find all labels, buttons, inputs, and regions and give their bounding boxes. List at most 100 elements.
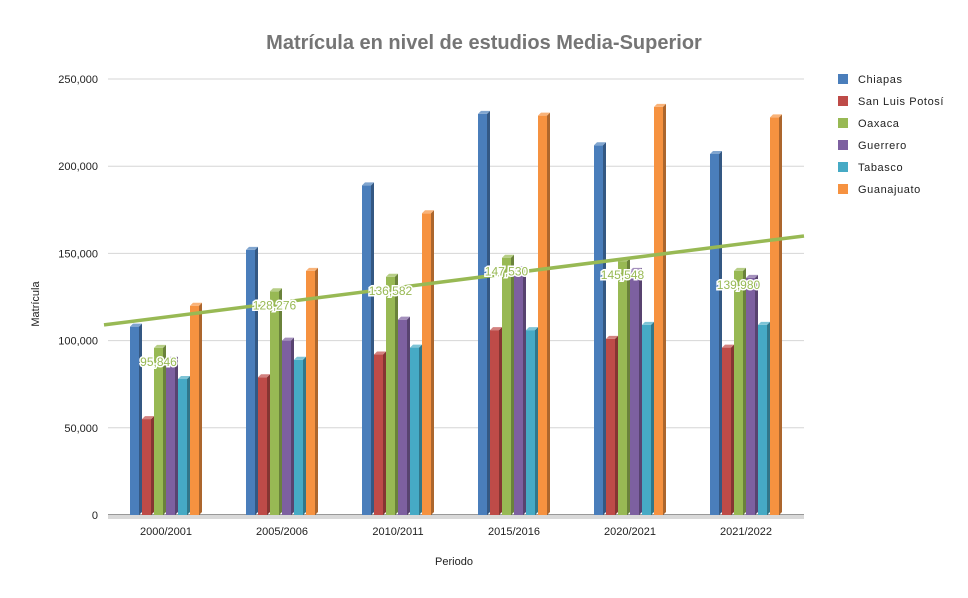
bar <box>710 153 719 515</box>
bar-top <box>642 321 654 325</box>
bar <box>258 377 267 515</box>
bar-top <box>166 356 178 360</box>
bar-side <box>743 267 746 515</box>
legend-swatch <box>838 162 848 172</box>
bar-top <box>142 416 154 420</box>
legend-label: Guanajuato <box>858 184 921 196</box>
bar-side <box>151 416 154 515</box>
legend-swatch <box>838 74 848 84</box>
y-tick-label: 200,000 <box>58 161 98 173</box>
bar <box>294 359 303 515</box>
legend-label: Guerrero <box>858 140 907 152</box>
bar <box>594 145 603 515</box>
bar <box>526 330 535 515</box>
axis-floor <box>108 515 804 519</box>
bar <box>654 106 663 516</box>
bar-side <box>547 112 550 516</box>
bar-top <box>514 266 526 270</box>
bar-top <box>386 273 398 277</box>
bar-side <box>431 210 434 515</box>
bar-top <box>294 356 306 360</box>
bar-top <box>746 274 758 278</box>
bar-side <box>511 254 514 515</box>
data-label: 139,980 <box>717 278 761 292</box>
data-label: 145,548 <box>601 268 645 282</box>
x-tick-label: 2010/2011 <box>372 526 423 538</box>
bar-side <box>731 344 734 515</box>
bar <box>130 326 139 515</box>
bar-side <box>535 327 538 515</box>
bar-top <box>306 267 318 271</box>
bar-side <box>199 302 202 515</box>
bar-side <box>419 344 422 515</box>
data-label: 95,846 <box>140 355 177 369</box>
legend-item: Oaxaca <box>838 118 899 130</box>
bar <box>386 276 395 515</box>
bar-side <box>499 327 502 515</box>
x-tick-label: 2005/2006 <box>256 526 308 538</box>
y-axis-ticks: 0 50,000 100,000 150,000 200,000 250,000 <box>58 74 98 522</box>
bar-side <box>267 374 270 515</box>
legend-swatch <box>838 96 848 106</box>
bar <box>246 249 255 516</box>
grid-lines <box>108 78 804 519</box>
y-tick-label: 0 <box>92 510 98 522</box>
bar-side <box>719 150 722 515</box>
bar-top <box>258 374 270 378</box>
x-tick-label: 2020/2021 <box>604 526 656 538</box>
bar-top <box>410 344 422 348</box>
bar-top <box>374 351 386 355</box>
x-axis-label: Periodo <box>435 556 473 568</box>
bar-side <box>779 114 782 516</box>
x-tick-label: 2021/2022 <box>720 526 772 538</box>
bar-side <box>651 321 654 515</box>
bar <box>166 359 175 515</box>
bar-side <box>407 316 410 515</box>
bar-top <box>654 103 666 107</box>
bar <box>306 270 315 515</box>
bar-top <box>594 142 606 146</box>
bar-top <box>190 302 202 306</box>
bar-top <box>630 267 642 271</box>
y-tick-label: 250,000 <box>58 74 98 86</box>
bar-top <box>478 110 490 114</box>
bar-top <box>362 182 374 186</box>
bar-top <box>502 254 514 258</box>
data-labels: 95,846 128,276 136,582 147,530 145,548 139,98… <box>139 263 762 370</box>
bar <box>362 185 371 515</box>
bar <box>606 338 615 515</box>
bar <box>154 347 163 515</box>
bar-top <box>398 316 410 320</box>
x-tick-label: 2015/2016 <box>488 526 540 538</box>
x-tick-label: 2000/2001 <box>140 526 192 538</box>
bar-side <box>487 110 490 515</box>
bar-side <box>139 323 142 515</box>
bar <box>734 270 743 515</box>
bar <box>398 319 407 515</box>
legend-swatch <box>838 140 848 150</box>
legend-item: San Luis Potosí <box>838 96 943 108</box>
bar-top <box>246 246 258 250</box>
legend-label: Tabasco <box>858 162 903 174</box>
bar-top <box>282 337 294 341</box>
bar-side <box>639 267 642 515</box>
bar <box>618 261 627 515</box>
y-tick-label: 50,000 <box>64 423 98 435</box>
bar-top <box>734 267 746 271</box>
bars <box>130 103 782 516</box>
bar-top <box>422 210 434 214</box>
x-axis-ticks: 2000/2001 2005/2006 2010/2011 2015/2016 2020… <box>140 526 772 538</box>
bar-side <box>383 351 386 515</box>
bar <box>142 419 151 515</box>
data-label: 136,582 <box>369 284 413 298</box>
bar-top <box>710 150 722 154</box>
bar-side <box>315 267 318 515</box>
bar-side <box>767 321 770 515</box>
bar <box>490 330 499 515</box>
bar-side <box>627 258 630 515</box>
y-tick-label: 100,000 <box>58 336 98 348</box>
legend: Chiapas San Luis Potosí Oaxaca Guerrero Taba… <box>838 74 943 196</box>
bar-top <box>538 112 550 116</box>
bar-side <box>603 142 606 515</box>
bar-side <box>187 375 190 515</box>
